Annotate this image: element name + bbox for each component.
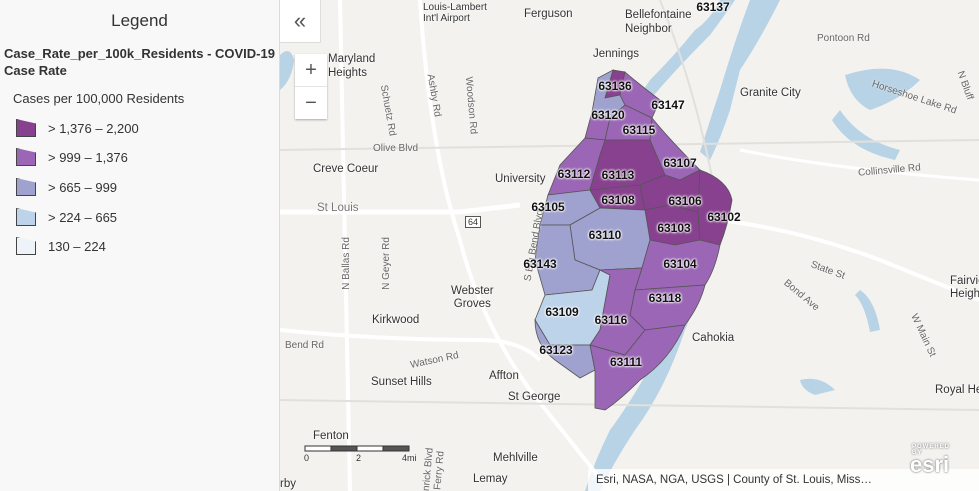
place-ferguson: Ferguson <box>524 8 573 20</box>
zip-label-63123: 63123 <box>539 343 573 357</box>
legend-class-4: > 224 – 665 <box>16 206 117 228</box>
west-lake <box>280 51 294 90</box>
zip-label-63110: 63110 <box>588 228 622 242</box>
legend-class-label: > 665 – 999 <box>48 179 118 195</box>
legend-class-5: 130 – 224 <box>16 235 106 257</box>
place-webster-groves: Webster Groves <box>451 285 494 310</box>
legend-class-label: > 999 – 1,376 <box>48 149 128 165</box>
zip-label-63147: 63147 <box>651 98 685 112</box>
highway-64 <box>280 202 521 215</box>
lake-arm <box>832 110 900 160</box>
legend-class-label: > 224 – 665 <box>48 209 118 225</box>
zip-label-63107: 63107 <box>663 156 697 170</box>
scale-tick-0: 0 <box>304 453 310 463</box>
place-granite-city: Granite City <box>740 87 801 99</box>
zip-label-63102: 63102 <box>707 210 741 224</box>
zoom-control: + − <box>295 54 327 119</box>
highway-east <box>719 218 979 302</box>
legend-swatch <box>16 237 36 255</box>
pond <box>855 290 880 332</box>
place-sunset-hills: Sunset Hills <box>371 376 432 388</box>
place-lemay: Lemay <box>473 473 508 485</box>
collapse-legend-button[interactable]: « <box>280 0 321 43</box>
legend-swatch <box>16 148 36 166</box>
basemap <box>280 0 979 491</box>
place-airport: Louis-Lambert Int'l Airport <box>423 2 487 24</box>
scale-bar-graphic <box>304 445 410 452</box>
place-st-george: St George <box>508 391 561 403</box>
zip-label-63136: 63136 <box>598 79 632 93</box>
road-pontoon: Pontoon Rd <box>817 33 870 44</box>
legend-class-label: 130 – 224 <box>48 238 106 254</box>
collinsville-road-line <box>739 148 979 182</box>
double-chevron-left-icon: « <box>293 8 307 33</box>
place-corner: rby <box>280 478 296 490</box>
place-st-louis-county: St Louis <box>317 202 359 214</box>
place-jennings: Jennings <box>593 48 640 60</box>
legend-swatch <box>16 208 36 226</box>
missouri-river <box>639 0 735 103</box>
zip-label-63103: 63103 <box>657 221 691 235</box>
zip-label-63108: 63108 <box>601 193 635 207</box>
highway-44 <box>280 328 542 362</box>
zip-label-63111: 63111 <box>609 355 643 369</box>
place-fairview: Fairvie Heights <box>950 275 979 300</box>
scale-tick-2: 2 <box>356 453 362 463</box>
zip-label-63109: 63109 <box>545 305 579 319</box>
place-royal-he: Royal He <box>935 384 979 396</box>
highway-270 <box>338 0 352 491</box>
map-view[interactable]: Louis-Lambert Int'l Airport Ferguson Bel… <box>280 0 979 491</box>
shield-i64: 64 <box>465 216 482 228</box>
place-bellefontaine: Bellefontaine Neighbor <box>625 9 692 35</box>
horseshoe-lake <box>845 68 920 110</box>
zip-63102 <box>697 169 733 246</box>
zip-label-63113: 63113 <box>601 168 635 182</box>
road-n-geyer: N Geyer Rd <box>380 237 392 290</box>
scale-tick-4: 4mi <box>402 453 417 463</box>
zip-label-63112: 63112 <box>557 167 591 181</box>
place-cahokia: Cahokia <box>692 332 735 344</box>
place-maryland-heights: Maryland Heights <box>328 53 376 79</box>
place-affton: Affton <box>489 370 519 382</box>
zip-label-63104: 63104 <box>663 257 697 271</box>
esri-logo-text: esri <box>910 452 950 477</box>
zoom-out-button[interactable]: − <box>295 86 327 119</box>
zip-label-63115: 63115 <box>622 123 656 137</box>
zip-63111 <box>589 324 686 411</box>
place-creve-coeur: Creve Coeur <box>313 163 379 175</box>
road-olive: Olive Blvd <box>373 143 419 154</box>
place-mehlville: Mehlville <box>493 452 538 464</box>
pond-2 <box>800 378 835 395</box>
esri-logo[interactable]: POWERED BY esri <box>910 444 950 478</box>
legend-class-3: > 665 – 999 <box>16 176 117 198</box>
zip-label-63120: 63120 <box>591 108 625 122</box>
map-attribution[interactable]: Esri, NASA, NGA, USGS | County of St. Lo… <box>588 469 979 491</box>
legend-panel: Legend Case_Rate_per_100k_Residents - CO… <box>0 0 280 491</box>
place-kirkwood: Kirkwood <box>372 314 420 326</box>
road-bend: Bend Rd <box>285 340 324 351</box>
legend-class-label: > 1,376 – 2,200 <box>48 120 139 136</box>
zip-label-63116: 63116 <box>594 313 628 327</box>
place-fenton: Fenton <box>313 430 349 442</box>
highway-170 <box>418 0 612 491</box>
zip-label-63106: 63106 <box>668 194 702 208</box>
road-n-ballas: N Ballas Rd <box>340 237 352 290</box>
zip-label-63137: 63137 <box>696 0 730 14</box>
zip-label-63105: 63105 <box>531 200 565 214</box>
place-university: University <box>495 173 546 185</box>
field-name: Cases per 100,000 Residents <box>13 91 185 106</box>
layer-title: Case_Rate_per_100k_Residents - COVID-19 … <box>4 46 275 78</box>
zip-label-63118: 63118 <box>648 291 682 305</box>
legend-title: Legend <box>111 11 168 30</box>
legend-swatch <box>16 178 36 196</box>
zip-label-63143: 63143 <box>523 257 557 271</box>
esri-powered-text: POWERED BY <box>912 444 951 456</box>
zoom-in-button[interactable]: + <box>305 58 317 81</box>
south-road-line <box>280 399 979 411</box>
zip-polygons <box>534 69 733 411</box>
legend-swatch <box>16 119 36 137</box>
legend-class-1: > 1,376 – 2,200 <box>16 117 139 139</box>
river-channel <box>700 0 780 160</box>
legend-class-2: > 999 – 1,376 <box>16 146 128 168</box>
